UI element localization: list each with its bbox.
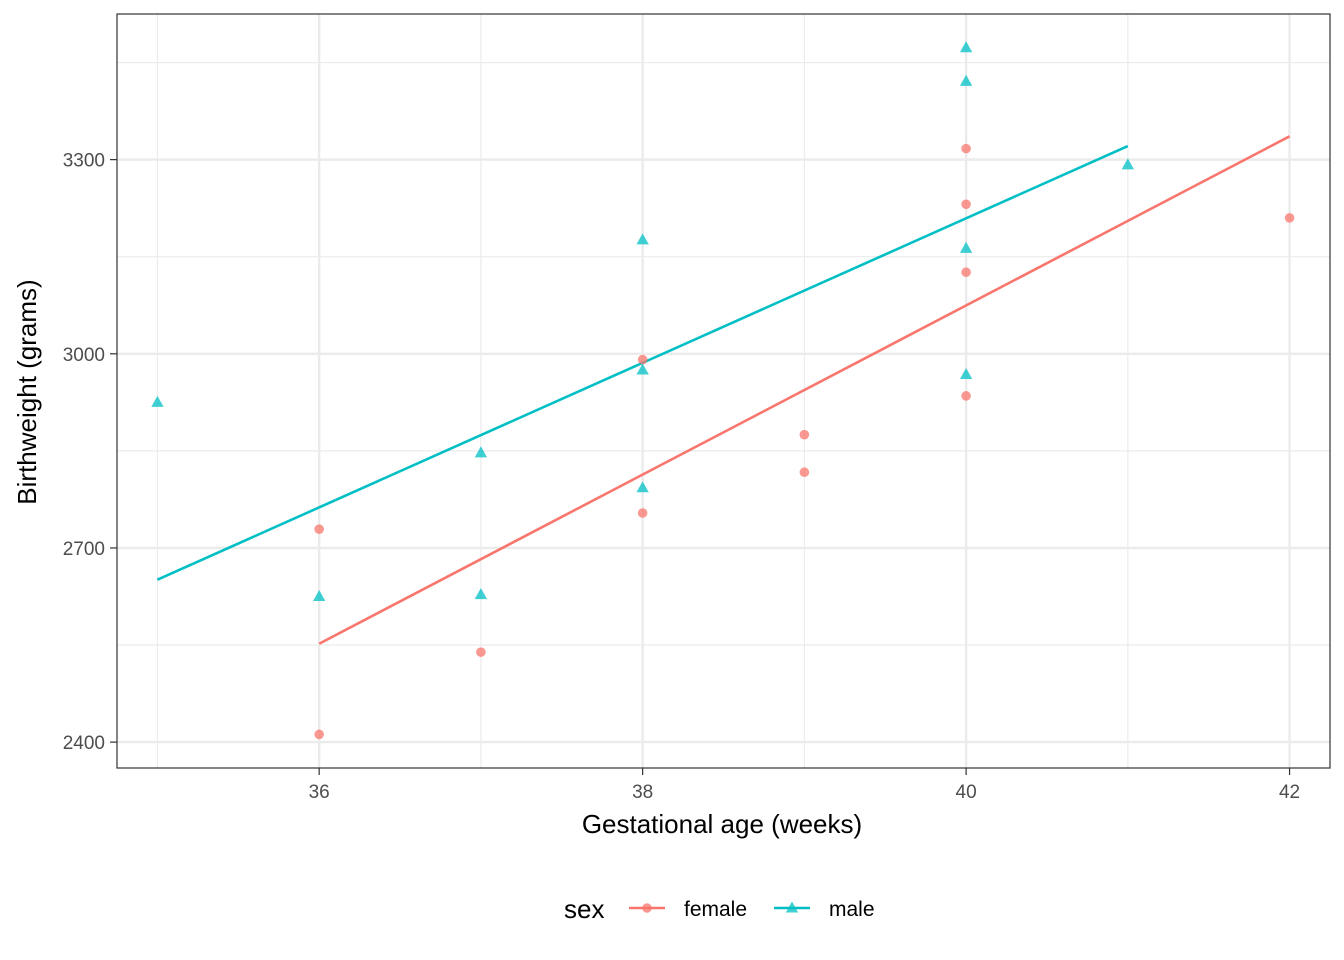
fit-line-female xyxy=(318,135,1291,645)
legend-key-marker-male xyxy=(785,901,799,913)
x-axis-title: Gestational age (weeks) xyxy=(582,809,862,839)
y-tick-label: 3000 xyxy=(63,345,105,366)
legend-label-female: female xyxy=(684,898,747,921)
x-tick-label: 42 xyxy=(1279,782,1300,803)
data-point-female xyxy=(961,143,971,154)
legend-title: sex xyxy=(564,894,604,924)
legend-key-marker-female xyxy=(642,903,652,913)
y-axis-ticks: 2400 2700 3000 3300 xyxy=(63,151,117,754)
y-tick-label: 2700 xyxy=(63,539,105,560)
data-point-male xyxy=(959,367,973,380)
data-point-female xyxy=(961,391,971,401)
data-point-female xyxy=(637,354,648,365)
data-point-female xyxy=(961,267,971,278)
data-point-male xyxy=(474,446,488,458)
major-gridlines xyxy=(117,14,1330,768)
data-point-female xyxy=(1284,213,1295,223)
data-point-male xyxy=(959,74,973,86)
x-tick-label: 38 xyxy=(632,782,653,803)
data-point-male xyxy=(959,241,973,253)
x-tick-label: 40 xyxy=(956,782,977,803)
data-point-female xyxy=(961,199,971,210)
data-point-female xyxy=(799,467,810,478)
data-point-male xyxy=(959,41,973,53)
data-point-female xyxy=(314,729,324,740)
data-points xyxy=(151,41,1295,740)
legend-label-male: male xyxy=(829,898,875,921)
data-point-male xyxy=(151,395,164,407)
x-axis-ticks: 36 38 40 42 xyxy=(309,768,1300,803)
data-point-male xyxy=(636,363,649,375)
data-point-female xyxy=(314,524,324,534)
data-point-male xyxy=(312,589,326,602)
x-tick-label: 36 xyxy=(309,782,330,803)
y-tick-label: 2400 xyxy=(63,733,105,754)
data-point-male xyxy=(1121,158,1135,170)
data-point-female xyxy=(637,508,648,518)
y-tick-label: 3300 xyxy=(63,151,105,172)
y-axis-title: Birthweight (grams) xyxy=(12,279,42,504)
legend: sex female male xyxy=(564,894,875,924)
data-point-female xyxy=(476,647,486,657)
data-point-male xyxy=(636,233,649,245)
panel-border xyxy=(116,13,1331,769)
data-point-male xyxy=(636,481,649,493)
data-point-female xyxy=(799,429,810,440)
data-point-male xyxy=(474,588,488,600)
